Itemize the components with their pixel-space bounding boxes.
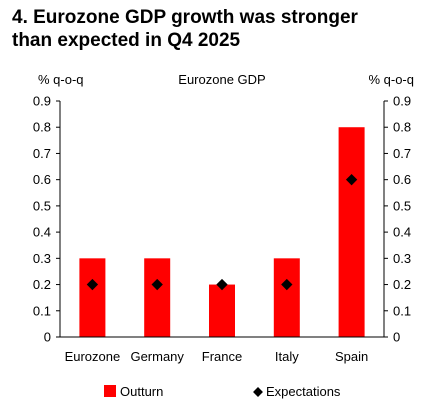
bar-outturn-spain — [338, 127, 365, 337]
chart-title: 4. Eurozone GDP growth was stronger than… — [12, 6, 422, 52]
right-tick-label: 0.3 — [393, 251, 411, 266]
marker-expectation-spain — [345, 174, 358, 186]
title-line-1: 4. Eurozone GDP growth was stronger — [12, 7, 358, 28]
legend: Outturn Expectations — [104, 384, 341, 399]
legend-expectations-marker — [253, 387, 263, 397]
left-tick-label: 0.9 — [33, 94, 51, 109]
category-label-germany: Germany — [130, 349, 184, 364]
left-tick-label: 0 — [44, 330, 51, 345]
right-tick-label: 0 — [393, 330, 400, 345]
bar-outturn-italy — [273, 258, 300, 337]
right-tick-label: 0.6 — [393, 172, 411, 187]
marker-expectation-france — [216, 278, 228, 291]
right-tick-label: 0.5 — [393, 198, 411, 213]
left-tick-label: 0.2 — [33, 277, 51, 292]
bar-outturn-eurozone — [79, 258, 106, 337]
category-label-spain: Spain — [335, 349, 368, 364]
marker-expectation-germany — [151, 278, 163, 291]
marker-expectation-italy — [281, 278, 293, 291]
right-tick-label: 0.7 — [393, 146, 411, 161]
left-tick-label: 0.7 — [33, 146, 51, 161]
left-tick-label: 0.5 — [33, 198, 51, 213]
legend-outturn-label: Outturn — [120, 384, 163, 399]
legend-outturn-swatch — [104, 385, 116, 397]
left-tick-label: 0.3 — [33, 251, 51, 266]
category-label-italy: Italy — [275, 349, 299, 364]
right-tick-label: 0.2 — [393, 277, 411, 292]
left-tick-label: 0.8 — [33, 120, 51, 135]
bar-outturn-germany — [144, 258, 171, 337]
chart-label: Eurozone GDP — [178, 72, 265, 87]
right-axis-unit: % q-o-q — [368, 72, 414, 87]
right-tick-label: 0.1 — [393, 303, 411, 318]
category-label-france: France — [202, 349, 242, 364]
category-label-eurozone: Eurozone — [65, 349, 121, 364]
legend-expectations-label: Expectations — [266, 384, 341, 399]
left-tick-label: 0.6 — [33, 172, 51, 187]
right-tick-label: 0.4 — [393, 225, 411, 240]
left-tick-label: 0.1 — [33, 303, 51, 318]
left-tick-label: 0.4 — [33, 225, 51, 240]
right-tick-label: 0.9 — [393, 94, 411, 109]
left-axis-unit: % q-o-q — [38, 72, 84, 87]
right-tick-label: 0.8 — [393, 120, 411, 135]
bar-outturn-france — [209, 284, 235, 337]
title-line-2: than expected in Q4 2025 — [12, 30, 241, 51]
